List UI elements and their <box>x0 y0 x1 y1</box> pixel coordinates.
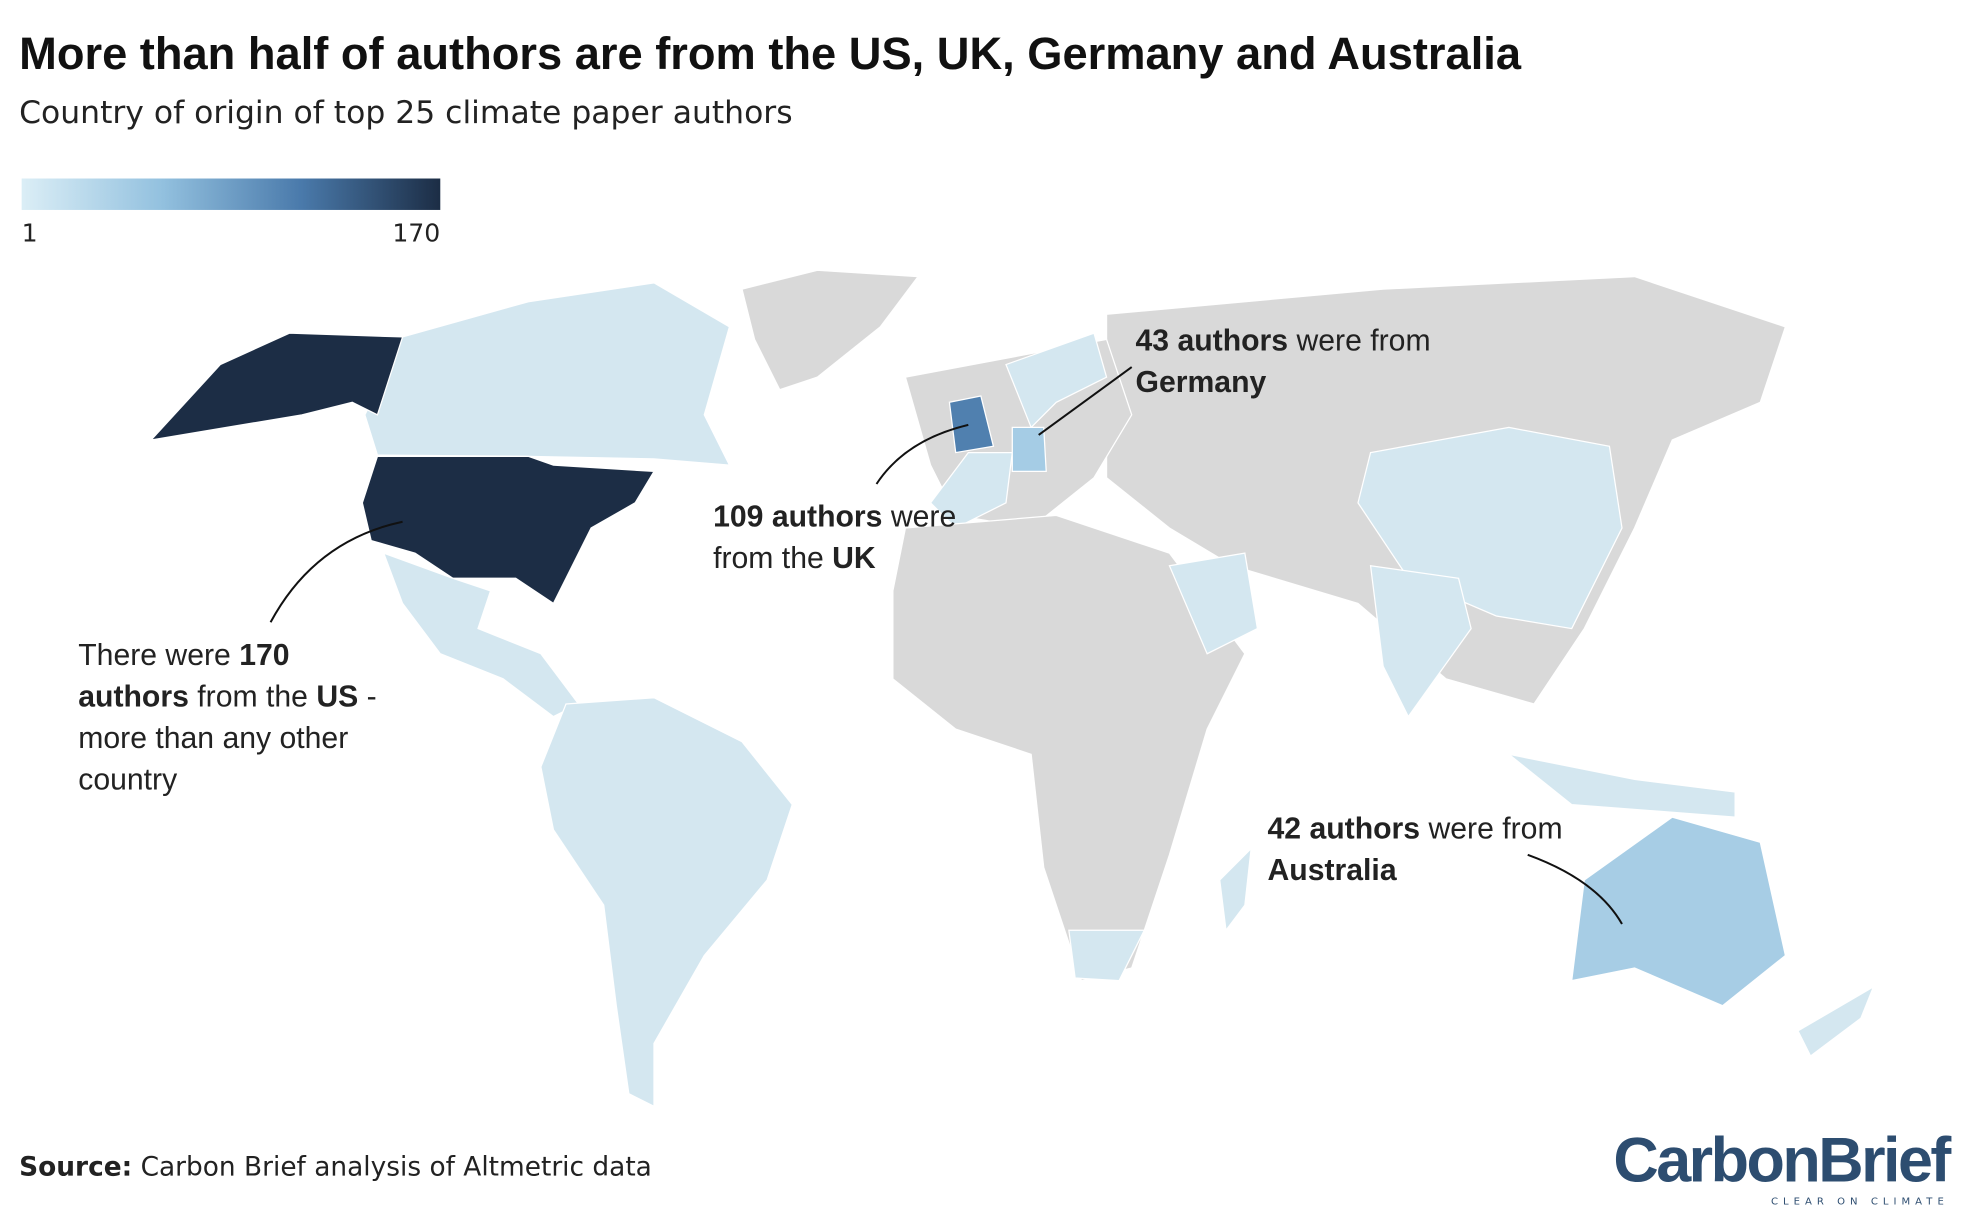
annotation-part: authors <box>1301 812 1421 847</box>
source-text: Carbon Brief analysis of Altmetric data <box>132 1151 652 1182</box>
annotation-line <box>1527 853 1623 925</box>
logo-tagline: CLEAR ON CLIMATE <box>1771 1196 1949 1207</box>
annotation: 43 authors were from Germany <box>1135 321 1437 404</box>
annotation-line <box>269 520 403 623</box>
india <box>1369 564 1472 718</box>
germany <box>1011 426 1047 473</box>
uk <box>948 395 995 454</box>
canada <box>364 282 731 466</box>
annotation-value: 42 <box>1267 812 1302 847</box>
legend-max: 170 <box>392 218 440 247</box>
annotation-part: were from the <box>713 500 957 576</box>
australia <box>1570 816 1787 1007</box>
indonesia <box>1508 753 1736 818</box>
annotation-part: from the <box>188 680 317 715</box>
annotation-part: - more than any other country <box>78 680 377 798</box>
annotation: 109 authors were from the UK <box>713 497 1015 580</box>
annotation-text: There were 170 authors from the US - mor… <box>78 635 405 801</box>
annotation-part: authors <box>763 500 883 535</box>
annotation-part: US <box>316 680 359 715</box>
annotation-part: There were <box>78 638 240 673</box>
south-america <box>540 697 793 1108</box>
annotation-text: 109 authors were from the UK <box>713 497 1015 580</box>
logo: CarbonBrief <box>1613 1126 1952 1196</box>
greenland <box>741 269 920 391</box>
world-map <box>149 269 1875 1108</box>
france-spain <box>929 451 1013 529</box>
legend-gradient <box>21 178 441 210</box>
source-label: Source: <box>19 1151 132 1182</box>
south-africa <box>1068 929 1146 982</box>
annotation-text: 43 authors were from Germany <box>1135 321 1437 404</box>
alaska <box>149 332 404 441</box>
annotation-line <box>875 423 969 485</box>
annotation: 42 authors were from Australia <box>1267 808 1569 891</box>
middle-east <box>1168 552 1259 655</box>
annotation-text: 42 authors were from Australia <box>1267 808 1569 891</box>
new-zealand <box>1797 985 1875 1057</box>
subtitle: Country of origin of top 25 climate pape… <box>19 95 792 131</box>
source: Source: Carbon Brief analysis of Altmetr… <box>19 1151 652 1182</box>
usa <box>361 455 656 605</box>
madagascar <box>1219 846 1252 932</box>
legend-min: 1 <box>22 218 38 247</box>
annotation-part: Germany <box>1135 365 1267 400</box>
annotation-part: were from <box>1288 324 1431 359</box>
scandinavia <box>1005 332 1108 429</box>
annotation-value: 109 <box>713 500 764 535</box>
annotation-value: 170 <box>239 638 290 673</box>
annotation-part: authors <box>78 680 189 715</box>
annotation-part: UK <box>832 541 876 576</box>
annotation: There were 170 authors from the US - mor… <box>78 635 405 801</box>
annotation-part: were from <box>1420 812 1563 847</box>
title: More than half of authors are from the U… <box>19 28 1522 79</box>
annotation-part: authors <box>1169 324 1289 359</box>
annotation-line <box>1038 366 1133 436</box>
annotation-value: 43 <box>1135 324 1170 359</box>
annotation-part: Australia <box>1267 853 1397 888</box>
